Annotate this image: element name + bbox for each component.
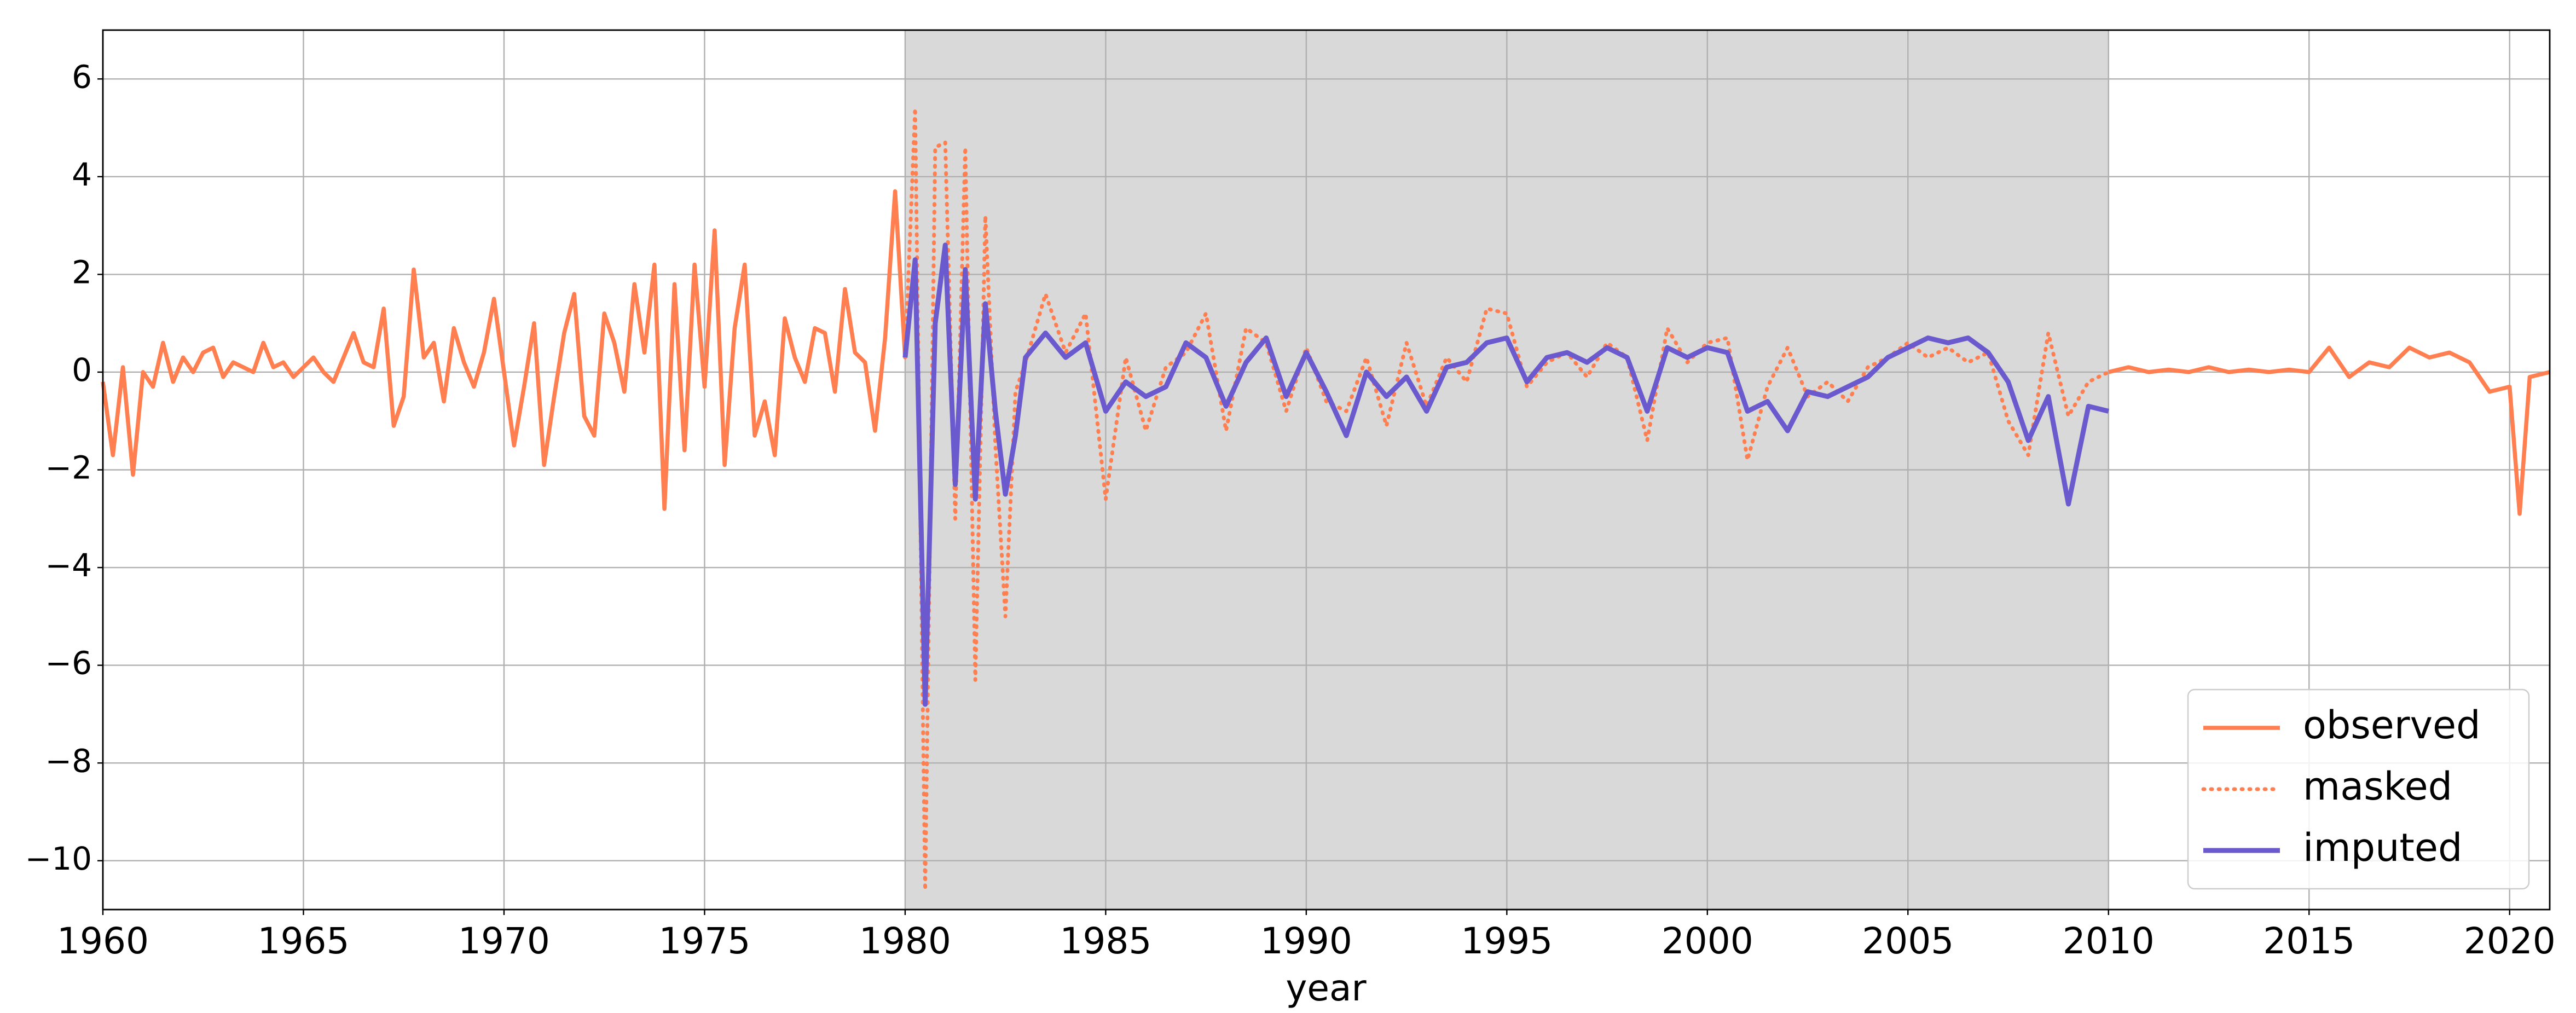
- x-tick-label: 2015: [2263, 920, 2355, 962]
- x-tick-label: 1960: [57, 920, 149, 962]
- y-tick-label: 2: [72, 253, 92, 291]
- y-tick-label: −2: [45, 449, 92, 487]
- x-tick-label: 1975: [658, 920, 750, 962]
- y-tick-label: −10: [25, 840, 92, 877]
- legend-label: masked: [2303, 764, 2452, 809]
- x-tick-label: 2010: [2063, 920, 2155, 962]
- x-tick-label: 2005: [1862, 920, 1954, 962]
- x-tick-label: 2000: [1662, 920, 1753, 962]
- legend-box: [2187, 688, 2530, 890]
- y-tick-label: −6: [45, 645, 92, 682]
- plot-frame: [102, 29, 2551, 911]
- y-tick-label: −4: [45, 547, 92, 584]
- x-tick-label: 2020: [2464, 920, 2556, 962]
- x-tick-label: 1970: [458, 920, 550, 962]
- y-tick-label: 6: [72, 58, 92, 95]
- x-axis-label: year: [1286, 967, 1367, 1009]
- legend-label: imputed: [2303, 825, 2462, 870]
- y-tick-label: 4: [72, 156, 92, 193]
- y-tick-label: −8: [45, 742, 92, 779]
- x-tick-label: 1990: [1260, 920, 1352, 962]
- series-line: [101, 189, 2550, 516]
- legend-label: observed: [2303, 703, 2481, 748]
- series-line: [902, 242, 2109, 707]
- x-tick-label: 1985: [1060, 920, 1151, 962]
- x-tick-label: 1980: [859, 920, 951, 962]
- x-tick-label: 1965: [257, 920, 349, 962]
- y-tick-label: 0: [72, 351, 92, 389]
- x-tick-label: 1995: [1461, 920, 1553, 962]
